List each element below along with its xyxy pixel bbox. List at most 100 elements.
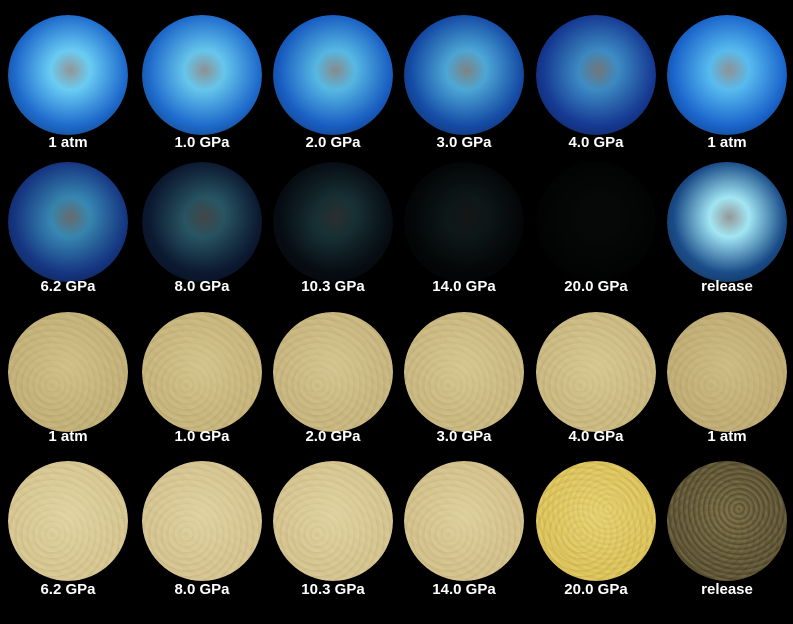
sample-texture — [8, 15, 128, 135]
sample-texture — [273, 162, 393, 282]
sample-cell: 8.0 GPa — [136, 461, 268, 611]
sample-texture — [142, 15, 262, 135]
pressure-label: 2.0 GPa — [305, 134, 361, 151]
sample-texture — [667, 461, 787, 581]
luminescence-image — [273, 162, 393, 282]
optical-micrograph — [8, 461, 128, 581]
luminescence-image — [142, 15, 262, 135]
optical-micrograph — [667, 312, 787, 432]
sample-cell: 1 atm — [661, 15, 793, 165]
image-row-4: 6.2 GPa 8.0 GPa 10.3 GPa 14.0 GPa 20.0 GPa re… — [0, 461, 793, 611]
sample-texture — [536, 461, 656, 581]
luminescence-image — [142, 162, 262, 282]
sample-cell: 6.2 GPa — [2, 461, 134, 611]
sample-texture — [142, 461, 262, 581]
sample-texture — [667, 312, 787, 432]
pressure-label: 4.0 GPa — [568, 428, 624, 445]
sample-cell: release — [661, 162, 793, 312]
sample-cell: 1 atm — [2, 15, 134, 165]
sample-cell: 4.0 GPa — [530, 312, 662, 462]
pressure-label: 3.0 GPa — [436, 134, 492, 151]
pressure-label: 1 atm — [48, 428, 88, 445]
sample-cell: 20.0 GPa — [530, 162, 662, 312]
pressure-label: 6.2 GPa — [40, 581, 96, 598]
pressure-label: 14.0 GPa — [432, 278, 496, 295]
pressure-label: 14.0 GPa — [432, 581, 496, 598]
sample-texture — [536, 312, 656, 432]
sample-texture — [404, 15, 524, 135]
sample-cell: 1.0 GPa — [136, 15, 268, 165]
sample-texture — [667, 15, 787, 135]
pressure-label: 10.3 GPa — [301, 278, 365, 295]
luminescence-image — [404, 15, 524, 135]
sample-cell: 1 atm — [661, 312, 793, 462]
sample-texture — [142, 312, 262, 432]
sample-cell: 6.2 GPa — [2, 162, 134, 312]
sample-cell: 1.0 GPa — [136, 312, 268, 462]
sample-cell: 14.0 GPa — [398, 461, 530, 611]
pressure-label: 8.0 GPa — [174, 581, 230, 598]
luminescence-image — [667, 162, 787, 282]
sample-texture — [273, 461, 393, 581]
optical-micrograph — [536, 312, 656, 432]
sample-texture — [667, 162, 787, 282]
luminescence-image — [536, 15, 656, 135]
sample-texture — [404, 162, 524, 282]
sample-texture — [404, 312, 524, 432]
sample-cell: 14.0 GPa — [398, 162, 530, 312]
optical-micrograph — [142, 312, 262, 432]
optical-micrograph — [142, 461, 262, 581]
pressure-label: 20.0 GPa — [564, 278, 628, 295]
sample-texture — [273, 312, 393, 432]
pressure-label: 2.0 GPa — [305, 428, 361, 445]
sample-cell: 2.0 GPa — [267, 15, 399, 165]
optical-micrograph — [667, 461, 787, 581]
pressure-label: 20.0 GPa — [564, 581, 628, 598]
luminescence-image — [536, 162, 656, 282]
optical-micrograph — [536, 461, 656, 581]
image-row-1: 1 atm 1.0 GPa 2.0 GPa 3.0 GPa 4.0 GPa 1 atm — [0, 15, 793, 165]
pressure-label: 6.2 GPa — [40, 278, 96, 295]
sample-cell: 10.3 GPa — [267, 461, 399, 611]
pressure-label: 10.3 GPa — [301, 581, 365, 598]
optical-micrograph — [404, 461, 524, 581]
sample-cell: 3.0 GPa — [398, 15, 530, 165]
sample-texture — [273, 15, 393, 135]
pressure-label: release — [701, 581, 753, 598]
pressure-label: 4.0 GPa — [568, 134, 624, 151]
sample-texture — [8, 162, 128, 282]
sample-cell: 20.0 GPa — [530, 461, 662, 611]
sample-cell: 2.0 GPa — [267, 312, 399, 462]
sample-cell: 1 atm — [2, 312, 134, 462]
sample-texture — [8, 312, 128, 432]
sample-texture — [8, 461, 128, 581]
sample-cell: 3.0 GPa — [398, 312, 530, 462]
sample-cell: release — [661, 461, 793, 611]
luminescence-image — [8, 162, 128, 282]
luminescence-image — [273, 15, 393, 135]
luminescence-image — [8, 15, 128, 135]
optical-micrograph — [404, 312, 524, 432]
luminescence-image — [404, 162, 524, 282]
optical-micrograph — [273, 461, 393, 581]
sample-cell: 10.3 GPa — [267, 162, 399, 312]
pressure-label: 1 atm — [707, 134, 747, 151]
sample-texture — [536, 15, 656, 135]
pressure-label: 1 atm — [48, 134, 88, 151]
optical-micrograph — [273, 312, 393, 432]
pressure-label: 3.0 GPa — [436, 428, 492, 445]
pressure-label: 8.0 GPa — [174, 278, 230, 295]
sample-cell: 8.0 GPa — [136, 162, 268, 312]
sample-texture — [404, 461, 524, 581]
luminescence-image — [667, 15, 787, 135]
pressure-label: 1 atm — [707, 428, 747, 445]
pressure-label: 1.0 GPa — [174, 134, 230, 151]
optical-micrograph — [8, 312, 128, 432]
image-row-3: 1 atm 1.0 GPa 2.0 GPa 3.0 GPa 4.0 GPa 1 atm — [0, 312, 793, 462]
sample-texture — [536, 162, 656, 282]
image-row-2: 6.2 GPa 8.0 GPa 10.3 GPa 14.0 GPa 20.0 GPa re… — [0, 162, 793, 312]
sample-texture — [142, 162, 262, 282]
pressure-label: release — [701, 278, 753, 295]
pressure-label: 1.0 GPa — [174, 428, 230, 445]
